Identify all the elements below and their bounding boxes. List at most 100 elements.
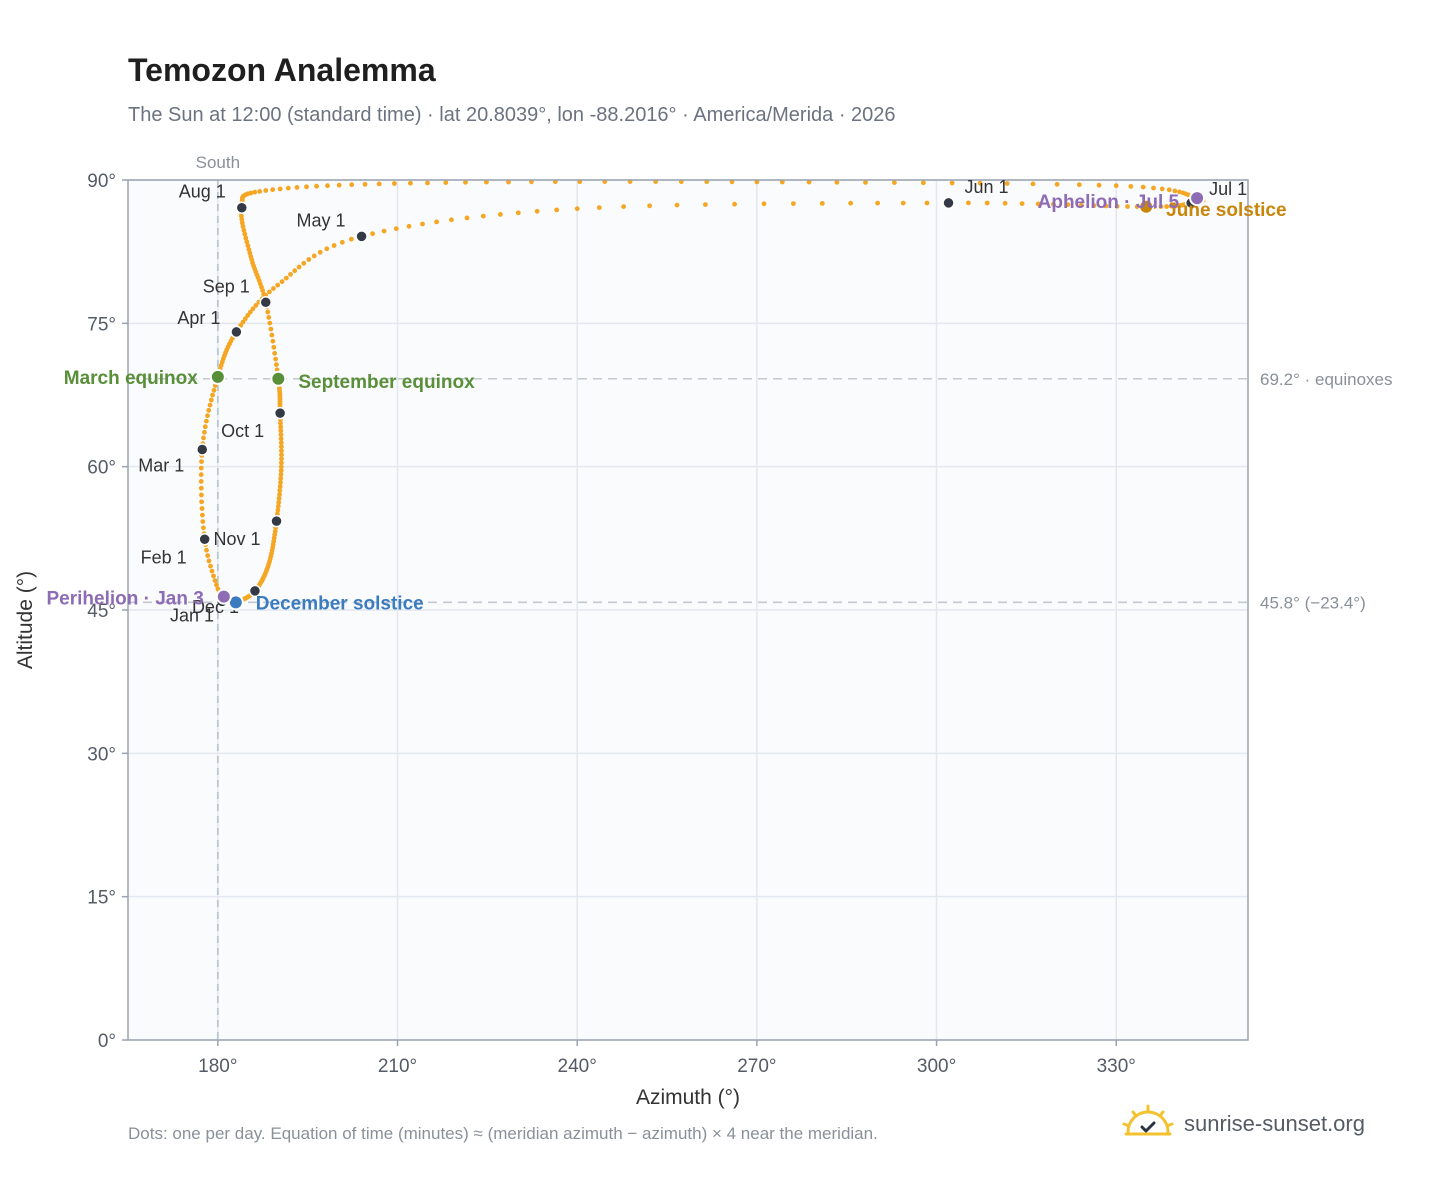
daily-dot bbox=[204, 418, 209, 424]
month-marker bbox=[235, 201, 249, 214]
month-marker-label: Apr 1 bbox=[177, 308, 220, 328]
daily-dot bbox=[244, 239, 250, 245]
daily-dot bbox=[1078, 202, 1084, 208]
daily-dot bbox=[239, 220, 245, 226]
month-marker bbox=[259, 296, 273, 309]
daily-dot bbox=[202, 429, 207, 435]
daily-dot bbox=[279, 444, 284, 450]
x-tick-label: 210° bbox=[378, 1056, 417, 1077]
month-marker bbox=[355, 230, 368, 243]
daily-dot bbox=[273, 356, 278, 362]
daily-dot bbox=[392, 181, 397, 186]
month-marker-label: Oct 1 bbox=[221, 421, 264, 441]
daily-dot bbox=[271, 344, 277, 350]
daily-dot bbox=[242, 316, 248, 322]
daily-dot bbox=[924, 200, 930, 206]
daily-dot bbox=[464, 215, 470, 221]
brand-text: sunrise-sunset.org bbox=[1184, 1111, 1365, 1136]
daily-dot bbox=[1076, 182, 1082, 188]
event-label: Aphelion · Jul 5 bbox=[1038, 192, 1180, 213]
daily-dot bbox=[265, 309, 271, 315]
daily-dot bbox=[848, 200, 853, 206]
daily-dot bbox=[267, 320, 273, 326]
daily-dot bbox=[275, 282, 281, 288]
daily-dot bbox=[240, 224, 246, 229]
daily-dot bbox=[1166, 187, 1172, 193]
daily-dot bbox=[506, 179, 511, 185]
x-tick-label: 180° bbox=[198, 1056, 237, 1077]
daily-dot bbox=[900, 200, 906, 206]
month-marker-label: Mar 1 bbox=[138, 455, 184, 475]
daily-dot bbox=[199, 506, 205, 511]
daily-dot bbox=[349, 182, 355, 188]
daily-dot bbox=[370, 231, 375, 237]
event-label: March equinox bbox=[64, 368, 199, 389]
daily-dot bbox=[278, 472, 284, 477]
daily-dot bbox=[278, 424, 284, 430]
daily-dot bbox=[206, 407, 212, 413]
y-tick-label: 0° bbox=[98, 1031, 116, 1052]
daily-dot bbox=[1065, 202, 1071, 208]
daily-dot bbox=[278, 428, 284, 434]
daily-dot bbox=[381, 228, 387, 234]
meridian-label: South bbox=[196, 153, 240, 172]
daily-dot bbox=[1002, 200, 1008, 206]
daily-dot bbox=[277, 484, 283, 489]
month-marker-label: Jun 1 bbox=[965, 177, 1009, 197]
footnote: Dots: one per day. Equation of time (min… bbox=[128, 1124, 878, 1143]
daily-dot bbox=[1051, 201, 1056, 207]
daily-dot bbox=[703, 202, 708, 208]
daily-dot bbox=[362, 181, 368, 187]
daily-dot bbox=[285, 185, 291, 191]
daily-dot bbox=[245, 313, 251, 318]
daily-dot bbox=[278, 476, 284, 481]
daily-dot bbox=[277, 488, 283, 493]
daily-dot bbox=[205, 413, 210, 419]
daily-dot bbox=[211, 387, 217, 393]
daily-dot bbox=[420, 221, 425, 227]
daily-dot bbox=[1168, 203, 1174, 209]
daily-dot bbox=[1030, 181, 1036, 187]
event-label: June solstice bbox=[1166, 200, 1286, 221]
y-axis-label: Altitude (°) bbox=[14, 571, 37, 669]
daily-dot bbox=[243, 235, 249, 241]
daily-dot bbox=[892, 180, 897, 186]
x-tick-label: 330° bbox=[1097, 1056, 1136, 1077]
daily-dot bbox=[201, 435, 206, 441]
daily-dot bbox=[863, 180, 868, 185]
reference-lines: South 69.2° · equinoxes 45.8° (−23.4°) bbox=[128, 153, 1393, 1040]
daily-dot bbox=[277, 492, 282, 497]
daily-dot bbox=[1140, 184, 1146, 190]
event-marker bbox=[1138, 198, 1155, 215]
daily-dot bbox=[204, 547, 209, 553]
y-tick-label: 15° bbox=[87, 888, 116, 909]
daily-dot bbox=[279, 279, 285, 284]
daily-dot bbox=[1159, 186, 1165, 192]
month-marker bbox=[270, 514, 283, 528]
daily-dot bbox=[301, 260, 307, 266]
daily-dot bbox=[198, 472, 204, 478]
daily-dot bbox=[977, 180, 983, 186]
daily-dot bbox=[198, 479, 204, 484]
daily-dot bbox=[206, 558, 212, 564]
month-marker-label: Nov 1 bbox=[214, 529, 261, 549]
daily-dot bbox=[1054, 181, 1060, 187]
reference-line-label: 69.2° · equinoxes bbox=[1260, 370, 1393, 389]
daily-dot bbox=[205, 553, 211, 558]
daily-dot bbox=[208, 563, 213, 569]
daily-dot bbox=[966, 200, 971, 206]
daily-dot bbox=[274, 362, 279, 367]
daily-dot bbox=[266, 315, 272, 320]
daily-dot bbox=[278, 436, 284, 442]
month-marker-label: Feb 1 bbox=[141, 547, 187, 567]
brand-link[interactable]: sunrise-sunset.org bbox=[1122, 1102, 1365, 1146]
daily-dot bbox=[277, 186, 283, 192]
daily-dot bbox=[554, 207, 560, 213]
daily-dot bbox=[393, 226, 399, 232]
daily-dot bbox=[621, 204, 626, 210]
event-marker bbox=[209, 368, 226, 385]
daily-dot bbox=[984, 200, 990, 206]
daily-dot bbox=[1113, 183, 1119, 189]
